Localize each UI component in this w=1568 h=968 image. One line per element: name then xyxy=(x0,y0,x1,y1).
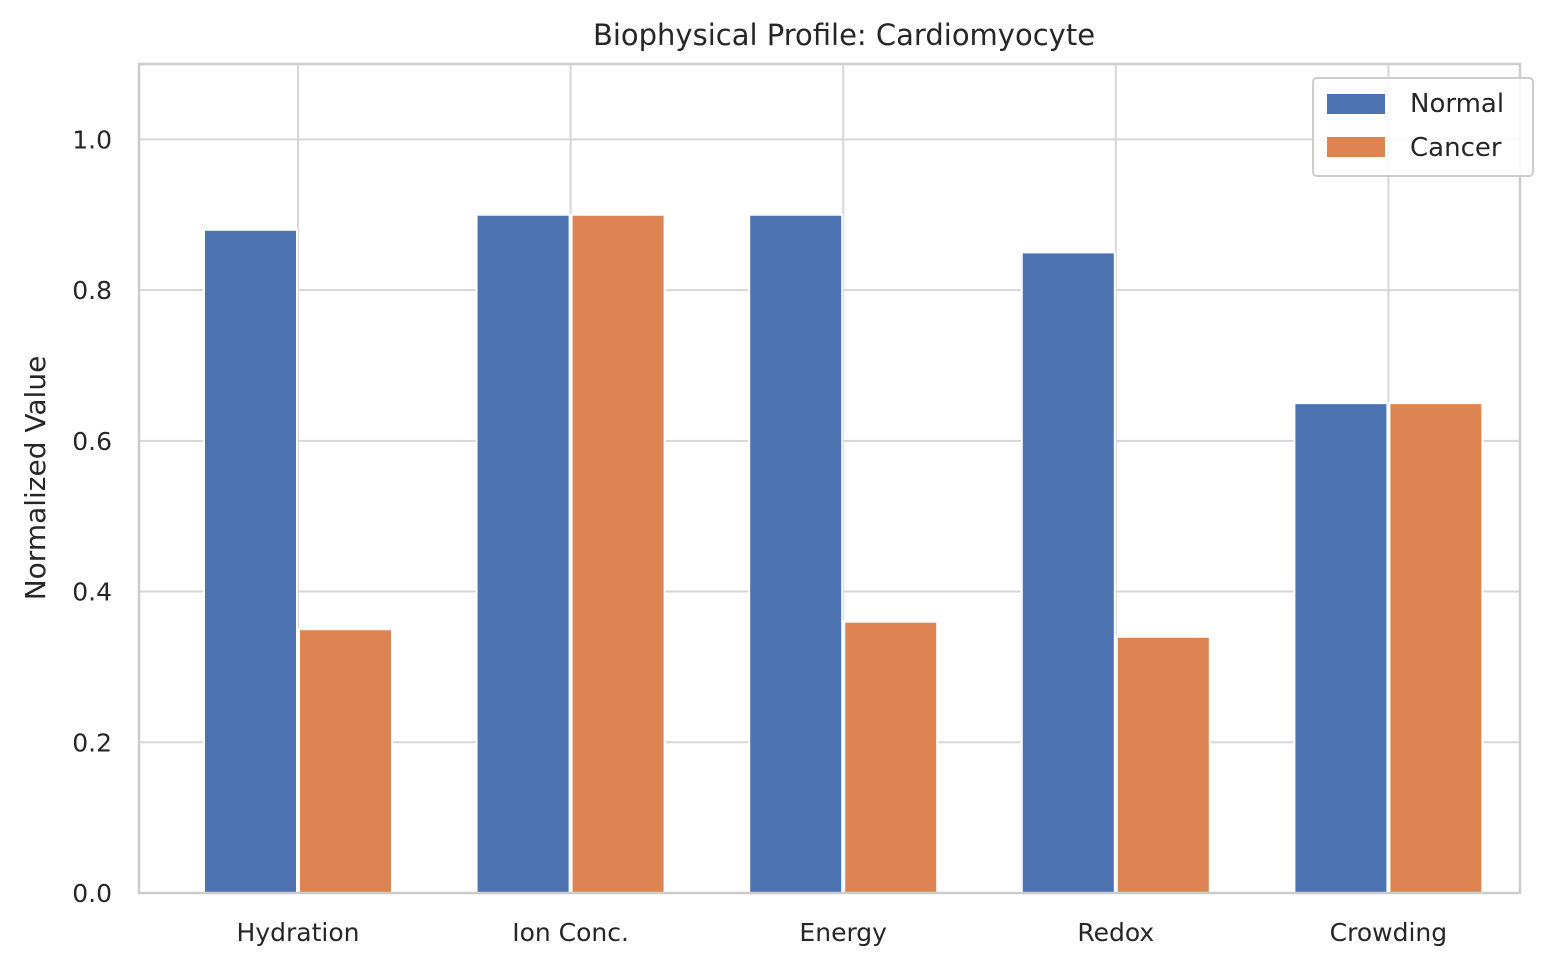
x-axis-tick-labels: Hydration Ion Conc. Energy Redox Crowding xyxy=(237,918,1448,947)
x-tick-label: Ion Conc. xyxy=(512,918,629,947)
bar-normal-redox xyxy=(1020,251,1116,894)
y-tick-label: 0.6 xyxy=(72,427,112,456)
bar-cancer-energy xyxy=(843,620,939,894)
bar-normal-ion-conc xyxy=(475,213,571,894)
x-tick-label: Energy xyxy=(799,918,887,947)
y-tick-label: 0.8 xyxy=(72,276,112,305)
plot-area xyxy=(137,62,1522,895)
y-tick-label: 0.2 xyxy=(72,728,112,757)
bar-normal-energy xyxy=(748,213,844,894)
legend: Normal Cancer xyxy=(1312,77,1534,177)
bars xyxy=(203,213,1484,895)
bar-cancer-redox xyxy=(1115,635,1211,894)
plot-frame xyxy=(137,62,1522,895)
x-tick-label: Redox xyxy=(1077,918,1154,947)
y-axis-tick-labels: 0.0 0.2 0.4 0.6 0.8 1.0 xyxy=(72,125,112,908)
y-tick-label: 1.0 xyxy=(72,125,112,154)
bar-normal-hydration xyxy=(203,228,298,895)
legend-swatch-normal xyxy=(1327,94,1385,114)
bar-cancer-crowding xyxy=(1388,402,1484,894)
bar-cancer-ion-conc xyxy=(570,213,666,894)
x-tick-label: Hydration xyxy=(237,918,360,947)
y-tick-label: 0.0 xyxy=(72,879,112,908)
legend-swatch-cancer xyxy=(1327,137,1385,157)
legend-label-normal: Normal xyxy=(1410,89,1504,119)
bar-cancer-hydration xyxy=(298,628,393,895)
y-tick-label: 0.4 xyxy=(72,578,112,607)
bar-normal-crowding xyxy=(1293,402,1389,894)
chart-title: Biophysical Profile: Cardiomyocyte xyxy=(593,18,1095,52)
x-tick-label: Crowding xyxy=(1330,918,1447,947)
y-axis-label: Normalized Value xyxy=(19,356,52,601)
legend-label-cancer: Cancer xyxy=(1410,133,1502,163)
